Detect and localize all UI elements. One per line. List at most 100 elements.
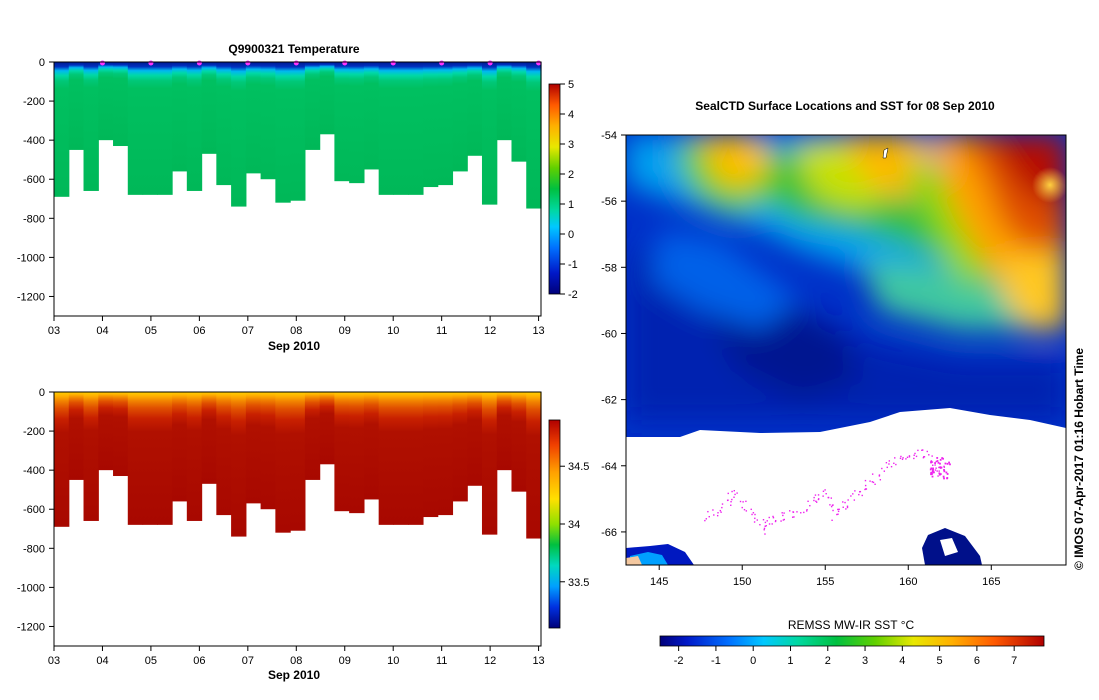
track-point: [791, 516, 794, 518]
track-point: [809, 504, 811, 507]
track-point: [768, 523, 771, 525]
track-point: [832, 504, 834, 506]
sst-colorbar-tick-label: 6: [974, 655, 980, 667]
track-point: [707, 510, 709, 513]
profile-column: [422, 392, 439, 518]
profile-column: [393, 62, 409, 195]
track-point: [917, 449, 919, 452]
track-point: [822, 490, 825, 492]
track-point: [943, 466, 946, 468]
track-point: [743, 508, 746, 511]
track-point: [745, 500, 747, 503]
track-point: [827, 496, 829, 499]
track-point: [937, 475, 939, 477]
colorbar-tick-label: 1: [568, 199, 574, 211]
profile-column: [201, 62, 217, 154]
track-point: [894, 457, 896, 459]
track-point: [883, 470, 886, 472]
track-point: [886, 466, 888, 469]
track-point: [730, 504, 732, 506]
profile-marker: [99, 60, 105, 66]
profile-column: [422, 62, 439, 188]
sst-map-panel: SealCTD Surface Locations and SST for 08…: [601, 99, 1086, 667]
profile-column: [113, 62, 129, 147]
track-point: [822, 495, 824, 497]
x-tick-label: 06: [193, 325, 205, 337]
track-point: [813, 496, 815, 499]
lat-tick-label: -62: [601, 395, 617, 407]
profile-column: [437, 392, 454, 516]
track-point: [926, 450, 928, 453]
profile-marker: [342, 60, 348, 66]
track-point: [939, 458, 942, 461]
salinity-y-axis: 0 -200 -400 -600 -800 -1000 -1200: [17, 387, 54, 633]
track-point: [739, 500, 742, 503]
x-tick-label: 07: [242, 655, 254, 667]
salinity-colorbar: [548, 419, 561, 629]
track-point: [905, 458, 907, 460]
temperature-panel: Q9900321 Temperature 0 -200 -400 -600 -800 -1…: [17, 42, 578, 353]
temperature-title: Q9900321 Temperature: [228, 42, 360, 56]
track-point: [931, 473, 933, 475]
profile-column: [452, 392, 468, 502]
track-point: [772, 515, 774, 518]
profile-column: [467, 392, 483, 486]
track-point: [942, 475, 945, 478]
track-point: [928, 454, 930, 456]
track-point: [930, 460, 933, 463]
temperature-xlabel: Sep 2010: [268, 339, 320, 353]
track-point: [837, 508, 839, 511]
profile-marker: [487, 60, 493, 66]
x-tick-label: 03: [48, 655, 60, 667]
track-point: [908, 455, 911, 457]
x-tick-label: 08: [290, 655, 302, 667]
profile-column: [260, 62, 276, 180]
track-point: [945, 471, 948, 474]
track-point: [864, 488, 866, 491]
map-longitude-axis: 145 150 155 160 165: [650, 565, 1000, 588]
track-point: [872, 481, 875, 484]
sst-colorbar-tick-label: 2: [825, 655, 831, 667]
track-point: [774, 519, 777, 522]
y-tick-label: -800: [23, 213, 45, 225]
profile-column: [127, 392, 144, 525]
sst-colorbar-tick-label: 1: [787, 655, 793, 667]
sst-colorbar-tick-label: 7: [1011, 655, 1017, 667]
salinity-data: [54, 392, 542, 539]
y-tick-label: -200: [23, 96, 45, 108]
colorbar-tick-label: -2: [568, 289, 578, 301]
sea-ice-mask: [626, 408, 1066, 565]
track-point: [832, 509, 834, 512]
track-point: [730, 501, 732, 503]
track-point: [881, 467, 883, 470]
x-tick-label: 11: [436, 325, 447, 337]
y-tick-label: -1000: [17, 582, 45, 594]
profile-column: [113, 392, 129, 477]
track-point: [865, 488, 868, 490]
track-point: [941, 457, 944, 459]
profile-column: [408, 62, 424, 195]
track-point: [716, 514, 719, 517]
x-tick-label: 11: [436, 655, 447, 667]
y-tick-label: 0: [39, 387, 45, 399]
map-axes-frame: [625, 134, 1067, 566]
imos-credit: © IMOS 07-Apr-2017 01:16 Hobart Time: [1072, 348, 1086, 570]
track-point: [754, 517, 756, 520]
x-tick-label: 12: [484, 325, 496, 337]
track-point: [772, 516, 775, 519]
x-tick-label: 05: [145, 655, 157, 667]
profile-column: [511, 392, 527, 492]
profile-column: [319, 392, 335, 465]
map-title: SealCTD Surface Locations and SST for 08…: [695, 99, 995, 113]
track-point: [817, 498, 820, 500]
track-point: [879, 479, 882, 481]
track-point: [913, 457, 915, 460]
profile-column: [349, 392, 365, 514]
profile-column: [98, 62, 114, 141]
track-point: [717, 512, 719, 514]
profile-column: [172, 392, 188, 502]
profile-column: [334, 62, 350, 182]
track-point: [943, 477, 945, 480]
temperature-data: [54, 62, 542, 209]
temperature-x-axis: 03 04 05 06 07 08 09 10 11 12 13: [48, 316, 545, 337]
